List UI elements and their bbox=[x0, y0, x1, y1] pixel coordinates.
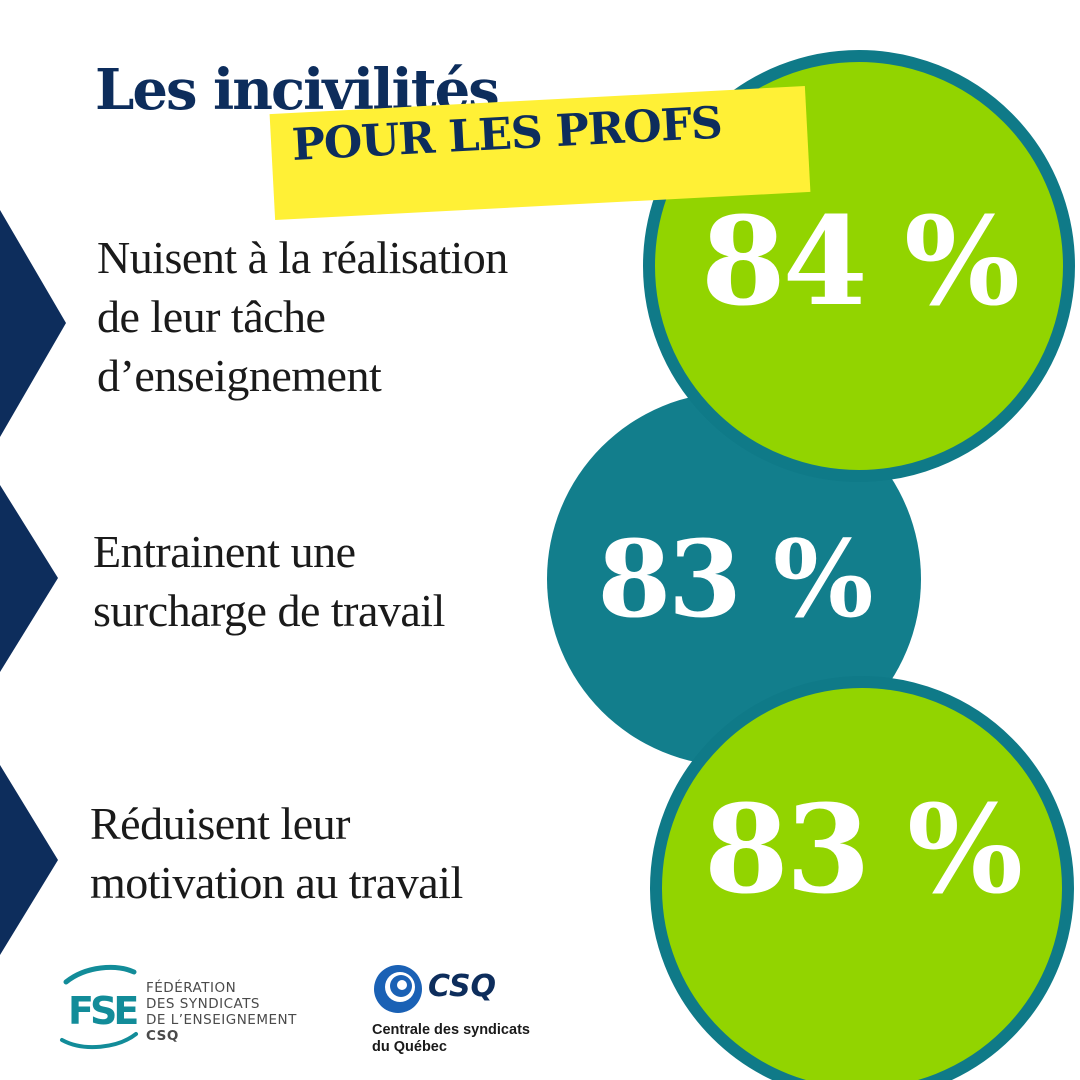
fse-sub: CSQ bbox=[146, 1028, 179, 1044]
csq-swirl-icon bbox=[374, 965, 422, 1013]
fse-logo-text: FÉDÉRATION DES SYNDICATS DE L’ENSEIGNEME… bbox=[146, 980, 297, 1044]
stat-text-3: Réduisent leur motivation au travail bbox=[90, 794, 463, 912]
stat-percent-2: 83 % bbox=[597, 516, 873, 641]
stat-percent-3: 83 % bbox=[703, 777, 1023, 921]
fse-line: DES SYNDICATS bbox=[146, 996, 261, 1012]
csq-swirl-inner bbox=[397, 980, 407, 990]
chevron-shape-1 bbox=[0, 210, 66, 437]
stat-text-1: Nuisent à la réalisation de leur tâche d… bbox=[97, 228, 508, 405]
chevron-shape-2 bbox=[0, 485, 58, 672]
fse-letters: FSE bbox=[68, 989, 137, 1033]
fse-swoosh-shape bbox=[63, 964, 137, 985]
stat-text-1-line: d’enseignement bbox=[97, 350, 382, 401]
stat-text-3-line: Réduisent leur bbox=[90, 798, 350, 849]
chevron-shape-3 bbox=[0, 765, 58, 955]
stat-text-1-line: Nuisent à la réalisation bbox=[97, 232, 508, 283]
stat-text-2: Entrainent une surcharge de travail bbox=[93, 522, 445, 640]
stat-percent-1: 84 % bbox=[700, 189, 1020, 333]
left-chevron-decor bbox=[0, 210, 66, 955]
fse-logo-mark: FSE bbox=[60, 964, 140, 1050]
fse-line: FÉDÉRATION bbox=[146, 980, 237, 996]
csq-line: Centrale des syndicats bbox=[372, 1022, 530, 1038]
stat-text-1-line: de leur tâche bbox=[97, 291, 326, 342]
fse-line: DE L’ENSEIGNEMENT bbox=[146, 1012, 297, 1028]
csq-wordmark: CSQ bbox=[428, 969, 497, 1004]
stat-text-2-line: Entrainent une bbox=[93, 526, 356, 577]
stat-text-3-line: motivation au travail bbox=[90, 857, 463, 908]
csq-logo-text: Centrale des syndicats du Québec bbox=[372, 1022, 530, 1056]
fse-swoosh-shape-lower bbox=[60, 1032, 138, 1050]
csq-line: du Québec bbox=[372, 1039, 447, 1055]
stat-text-2-line: surcharge de travail bbox=[93, 585, 445, 636]
stat-circle-3: 83 % bbox=[650, 676, 1074, 1080]
